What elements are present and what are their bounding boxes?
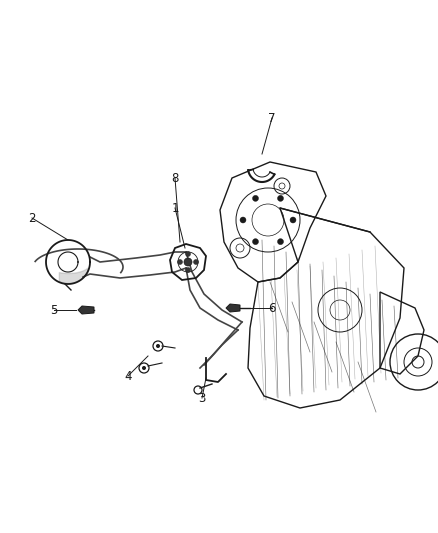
Circle shape	[290, 217, 296, 223]
Text: 2: 2	[28, 212, 36, 224]
Circle shape	[252, 196, 258, 201]
Text: 5: 5	[50, 303, 58, 317]
Circle shape	[194, 260, 198, 264]
Circle shape	[156, 344, 160, 348]
Text: 1: 1	[171, 201, 179, 214]
Circle shape	[186, 252, 191, 256]
Circle shape	[278, 239, 283, 245]
Text: 3: 3	[198, 392, 206, 405]
Text: 8: 8	[171, 172, 179, 184]
Circle shape	[252, 239, 258, 245]
Text: 4: 4	[124, 369, 132, 383]
Circle shape	[184, 258, 192, 266]
Circle shape	[177, 260, 183, 264]
Circle shape	[142, 366, 146, 370]
Circle shape	[186, 268, 191, 272]
Polygon shape	[226, 304, 240, 312]
Circle shape	[240, 217, 246, 223]
Text: 6: 6	[268, 302, 276, 314]
Circle shape	[278, 196, 283, 201]
Text: 7: 7	[268, 111, 276, 125]
Polygon shape	[78, 306, 94, 314]
